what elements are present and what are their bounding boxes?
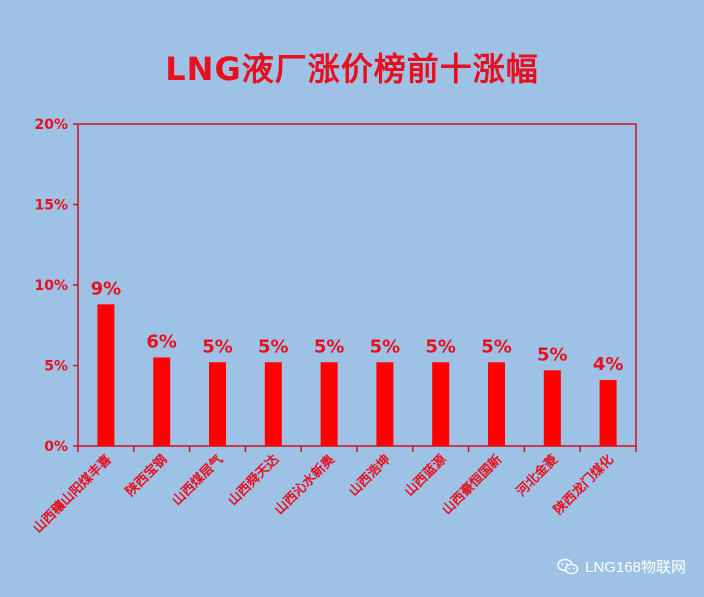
x-tick-label: 山西沁水新奥 [271,451,338,518]
x-tick-label: 山西豪恒国新 [439,452,505,518]
data-label: 9% [91,278,122,299]
x-tick-label: 山西煤层气 [169,452,226,509]
chart-title: LNG液厂涨价榜前十涨幅 [165,50,539,88]
data-label: 5% [314,336,345,357]
bar [153,357,171,446]
y-tick-label: 20% [34,117,68,133]
bar [264,362,282,446]
y-tick-label: 0% [44,439,68,455]
data-label: 5% [370,336,401,357]
x-tick-label: 陕西龙门煤化 [550,452,616,518]
data-label: 5% [258,336,289,357]
x-tick-label: 山西舜天达 [225,452,282,509]
data-label: 4% [593,354,624,375]
y-tick-label: 5% [44,359,68,375]
bar [320,362,338,446]
data-label: 5% [481,336,512,357]
watermark: LNG168物联网 [557,556,686,577]
data-label: 5% [202,336,233,357]
bar [599,379,617,446]
bar [209,362,226,446]
x-tick-label: 山西穰山阳煤丰喜 [30,452,115,537]
data-label: 5% [425,336,456,357]
bar [543,370,561,446]
watermark-text: LNG168物联网 [585,559,686,576]
y-tick-label: 10% [34,278,68,294]
bar [97,304,115,446]
x-tick-label: 陕西宝钢 [122,452,170,500]
y-tick-label: 15% [34,198,68,214]
x-tick-label: 山西蓝源 [401,452,449,500]
x-tick-label: 山西浩坤 [346,452,394,500]
x-tick-label: 河北金菱 [513,452,561,500]
data-label: 6% [146,331,177,352]
bar [376,362,394,446]
data-label: 5% [537,344,568,365]
wechat-icon [557,558,579,574]
bar [488,362,505,446]
bar [432,362,450,446]
